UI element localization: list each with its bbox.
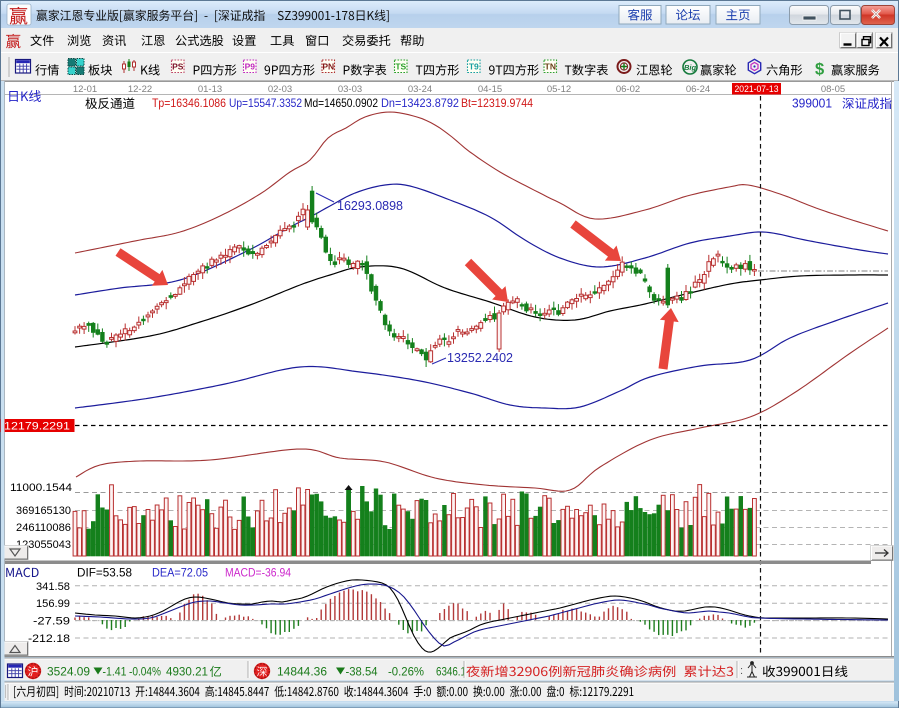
svg-text:08-05: 08-05 (821, 84, 845, 95)
svg-text:Big: Big (684, 63, 697, 72)
svg-text:-0.04%: -0.04% (129, 665, 161, 679)
svg-text:02-03: 02-03 (268, 84, 292, 95)
svg-text:03-24: 03-24 (408, 84, 432, 95)
svg-text:-38.54: -38.54 (346, 665, 378, 679)
svg-text:399001: 399001 (792, 97, 832, 111)
svg-text:16293.0898: 16293.0898 (337, 199, 403, 213)
svg-text:Bt=12319.9744: Bt=12319.9744 (461, 97, 533, 110)
svg-text:TS: TS (395, 62, 406, 72)
svg-text:Md=14650.0902: Md=14650.0902 (304, 97, 378, 110)
svg-text:11000.1544: 11000.1544 (10, 482, 72, 494)
svg-text:PS: PS (172, 62, 184, 72)
svg-text:-1.41: -1.41 (103, 665, 127, 679)
svg-text:Tp=16346.1086: Tp=16346.1086 (152, 97, 226, 110)
svg-text:Dn=13423.8792: Dn=13423.8792 (381, 97, 459, 110)
svg-text:P9: P9 (245, 62, 256, 72)
svg-text:DEA=72.05: DEA=72.05 (152, 566, 208, 580)
svg-text:341.58: 341.58 (36, 581, 70, 593)
svg-text:3524.09: 3524.09 (47, 665, 90, 679)
svg-text:T9: T9 (469, 62, 479, 72)
svg-text:6346.1: 6346.1 (436, 665, 466, 679)
svg-text::: : (740, 665, 743, 677)
svg-text:-212.18: -212.18 (28, 633, 70, 645)
svg-text:06-24: 06-24 (686, 84, 710, 95)
svg-text:12179.2291: 12179.2291 (4, 421, 70, 433)
svg-text:01-13: 01-13 (198, 84, 222, 95)
svg-text:06-02: 06-02 (616, 84, 640, 95)
svg-text:369165130: 369165130 (16, 505, 71, 517)
svg-text:246110086: 246110086 (16, 522, 71, 534)
svg-text:05-12: 05-12 (547, 84, 571, 95)
svg-text:156.99: 156.99 (36, 598, 70, 610)
svg-text:-27.59: -27.59 (33, 616, 70, 628)
svg-text:PN: PN (322, 62, 334, 72)
svg-text:$: $ (815, 61, 824, 79)
svg-text:13252.2402: 13252.2402 (447, 351, 513, 365)
svg-text:03-03: 03-03 (338, 84, 362, 95)
svg-text:4930.21: 4930.21 (166, 665, 208, 679)
svg-text:04-15: 04-15 (478, 84, 502, 95)
svg-text:MACD=-36.94: MACD=-36.94 (225, 566, 291, 580)
svg-text:DIF=53.58: DIF=53.58 (77, 566, 132, 580)
svg-text:Up=15547.3352: Up=15547.3352 (229, 97, 302, 110)
svg-text:123055043: 123055043 (16, 539, 71, 551)
svg-text:12-22: 12-22 (128, 84, 152, 95)
svg-text:14844.36: 14844.36 (277, 665, 327, 679)
svg-text:-0.26%: -0.26% (388, 665, 424, 679)
svg-text:2021-07-13: 2021-07-13 (735, 84, 779, 95)
svg-text:12-01: 12-01 (73, 84, 97, 95)
svg-text:TN: TN (545, 62, 556, 72)
